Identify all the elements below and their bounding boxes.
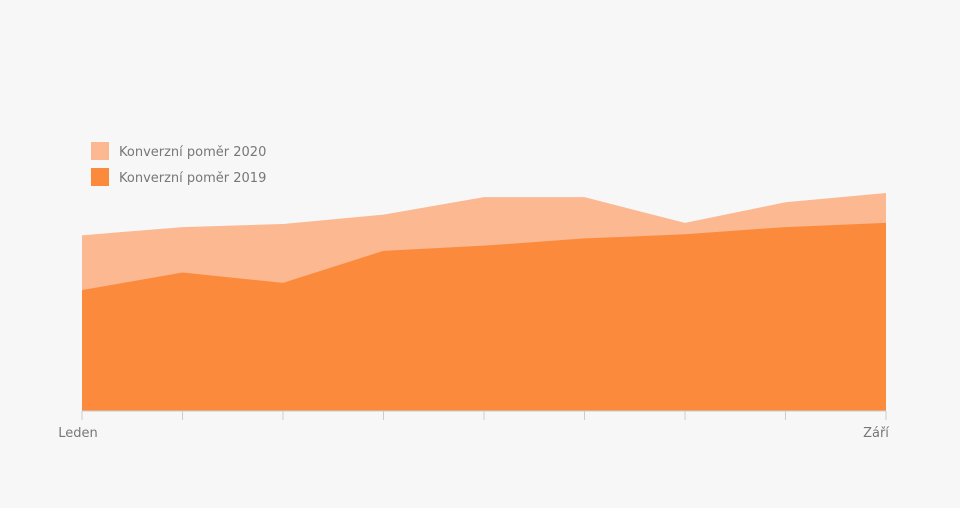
legend-label-2020[interactable]: Konverzní poměr 2020 (119, 145, 266, 160)
legend-swatch-2019[interactable] (91, 168, 109, 186)
legend: Konverzní poměr 2020 Konverzní poměr 201… (91, 142, 266, 186)
legend-swatch-2020[interactable] (91, 142, 109, 160)
area-series-1 (82, 222, 886, 411)
legend-label-2019[interactable]: Konverzní poměr 2019 (119, 171, 266, 186)
x-tick-label-first: Leden (58, 426, 98, 441)
x-tick-label-last: Září (863, 426, 889, 441)
